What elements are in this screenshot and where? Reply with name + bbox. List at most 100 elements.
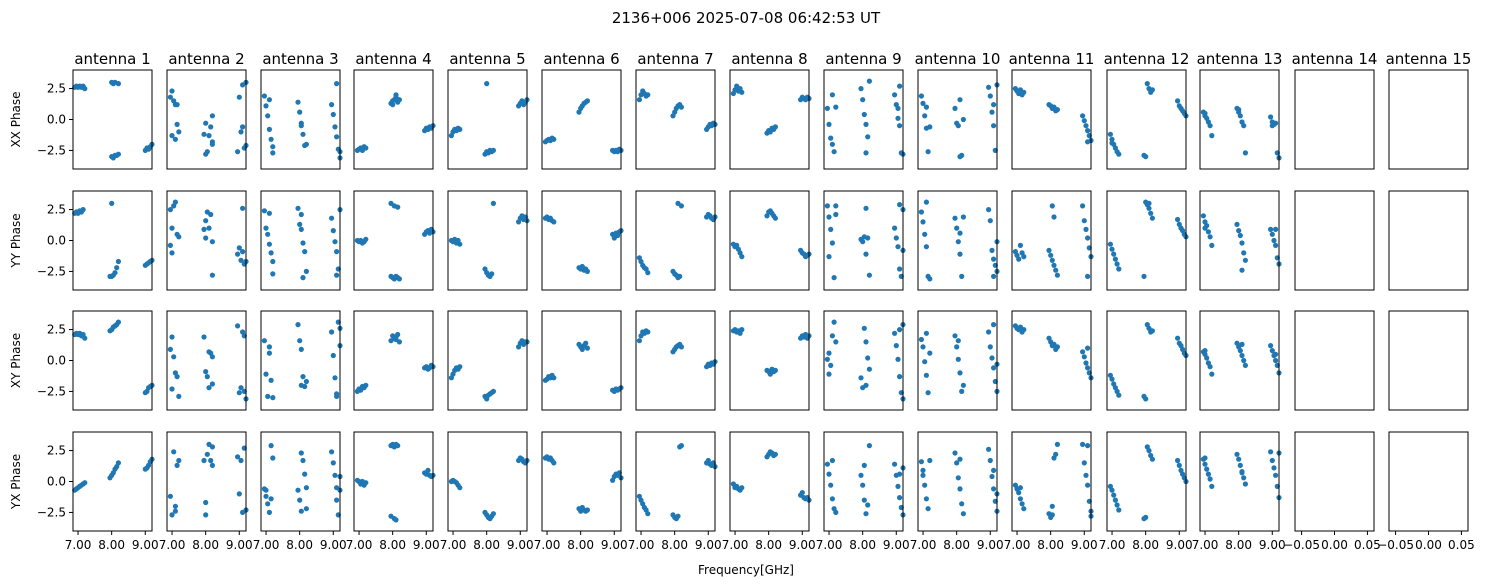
data-point xyxy=(115,151,121,157)
panel-frame xyxy=(1388,69,1469,170)
data-point xyxy=(925,390,931,396)
data-point xyxy=(261,338,267,344)
data-point xyxy=(863,382,869,388)
data-point xyxy=(923,199,929,205)
data-point xyxy=(266,350,272,356)
data-point xyxy=(829,457,835,464)
data-point xyxy=(584,507,590,513)
data-point xyxy=(204,374,210,380)
data-point xyxy=(1054,344,1060,350)
data-point xyxy=(167,207,173,213)
panel-frame xyxy=(1199,310,1280,411)
data-point xyxy=(987,344,993,350)
x-tick-label: 9.00 xyxy=(1071,538,1098,552)
data-point xyxy=(203,235,209,241)
panel-frame xyxy=(1106,310,1187,411)
data-point xyxy=(829,141,835,147)
data-point xyxy=(1081,218,1087,224)
data-point xyxy=(1051,214,1057,220)
data-point xyxy=(490,388,496,394)
subplot-panel xyxy=(166,190,249,291)
data-point xyxy=(1081,460,1087,466)
data-point xyxy=(1269,457,1275,464)
data-point xyxy=(828,135,834,141)
data-point xyxy=(396,339,402,345)
data-point xyxy=(300,275,306,281)
data-point xyxy=(457,126,463,132)
data-point xyxy=(1148,210,1154,216)
data-point xyxy=(329,449,335,455)
x-tick-label: 7.00 xyxy=(910,538,937,552)
data-point xyxy=(1204,355,1210,361)
subplot-panel xyxy=(541,190,624,291)
panel-frame xyxy=(1388,310,1469,411)
data-point xyxy=(176,393,182,399)
x-tick-label: 9.00 xyxy=(1166,538,1193,552)
data-point xyxy=(920,219,926,225)
data-point xyxy=(240,124,246,130)
x-tick-label: 8.00 xyxy=(943,538,970,552)
data-point xyxy=(209,141,215,147)
data-point xyxy=(1239,470,1245,476)
data-point xyxy=(334,391,340,397)
subplot-panel: −2.5 0.0 2.5 xyxy=(37,190,155,291)
data-point xyxy=(172,199,178,205)
subplot-panel: −0.05 0.00 0.05 xyxy=(1283,431,1381,552)
y-tick-label: 2.5 xyxy=(47,82,66,96)
data-point xyxy=(989,355,995,361)
data-point xyxy=(238,129,244,135)
panel-frame xyxy=(917,190,998,291)
data-point xyxy=(866,272,872,278)
data-point xyxy=(238,457,244,464)
subplot-panel xyxy=(917,69,1000,170)
panel-frame xyxy=(917,310,998,411)
data-point xyxy=(1236,228,1242,234)
data-point xyxy=(918,336,924,343)
subplot-panel: −2.5 0.0 2.5 7.00 8.00 9.00 xyxy=(37,431,159,552)
data-point xyxy=(1080,349,1086,355)
panel-frame xyxy=(447,310,528,411)
data-point xyxy=(334,81,340,87)
panel-frame xyxy=(353,310,434,411)
subplot-panel: 7.00 8.00 9.00 xyxy=(1004,431,1098,552)
x-tick-label: 7.00 xyxy=(534,538,561,552)
data-point xyxy=(826,121,832,127)
data-point xyxy=(330,460,336,466)
data-point xyxy=(1112,497,1118,503)
data-point xyxy=(457,485,463,491)
data-point xyxy=(1016,490,1022,496)
row-label: XY Phase xyxy=(9,333,23,388)
data-point xyxy=(1202,348,1208,354)
data-point xyxy=(240,249,246,255)
data-point xyxy=(678,104,684,110)
antenna-title: antenna 13 xyxy=(1197,50,1283,68)
data-point xyxy=(1107,131,1113,137)
x-tick-label: 9.00 xyxy=(507,538,534,552)
data-point xyxy=(1268,114,1274,120)
data-point xyxy=(330,111,336,118)
data-point xyxy=(925,149,931,155)
subplot-panel xyxy=(1106,190,1189,291)
data-point xyxy=(1116,266,1122,272)
data-point xyxy=(489,271,495,277)
x-tick-label: 9.00 xyxy=(132,538,159,552)
data-point xyxy=(270,455,276,461)
antenna-title: antenna 14 xyxy=(1292,50,1378,68)
data-point xyxy=(645,270,651,276)
data-point xyxy=(866,366,872,372)
data-point xyxy=(584,268,590,274)
panel-frame xyxy=(917,69,998,170)
data-point xyxy=(892,92,898,98)
data-point xyxy=(1109,376,1115,382)
data-point xyxy=(955,475,961,481)
data-point xyxy=(297,338,303,344)
data-point xyxy=(927,276,933,282)
data-point xyxy=(636,97,642,103)
data-point xyxy=(1268,226,1274,232)
data-point xyxy=(363,480,369,486)
subplot-panel: 7.00 8.00 9.00 xyxy=(910,431,1004,552)
subplot-panel xyxy=(1388,69,1469,170)
data-point xyxy=(1081,354,1087,360)
panel-frame xyxy=(823,310,904,411)
data-point xyxy=(1085,128,1091,134)
